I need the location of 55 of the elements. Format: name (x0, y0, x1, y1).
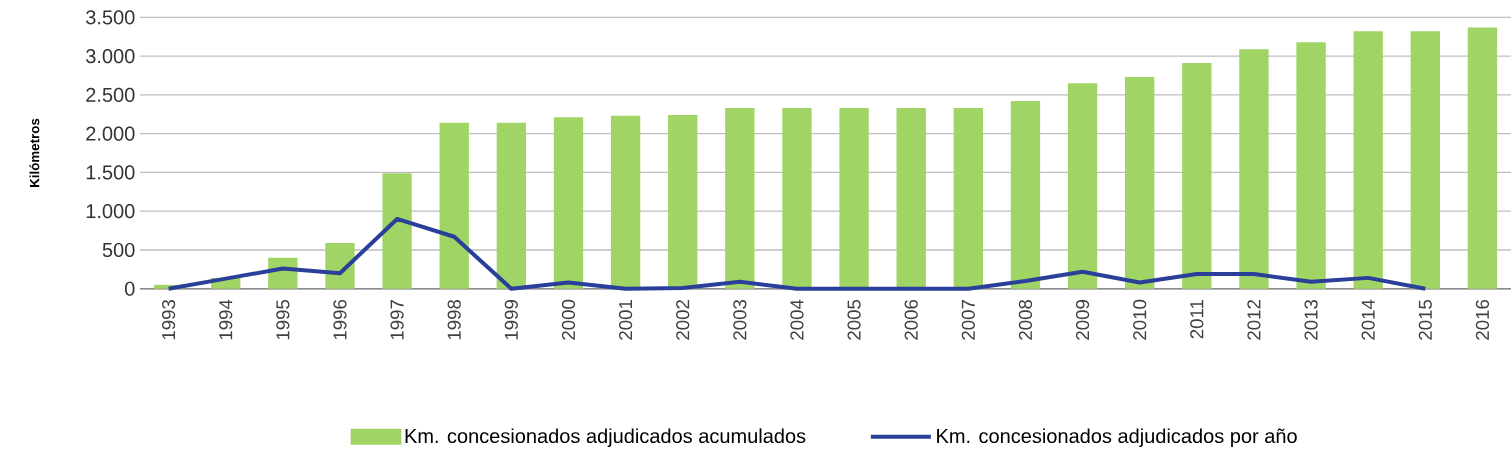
x-tick-label: 2015 (1418, 300, 1432, 340)
y-tick-label: 1.500 (86, 165, 135, 180)
legend-label: Km. concesionados adjudicados acumulados (405, 428, 806, 448)
bar (725, 108, 755, 289)
bar (668, 115, 698, 289)
x-tick-label: 1994 (219, 299, 233, 340)
x-tick-label: 1995 (276, 300, 290, 340)
bar (1182, 63, 1212, 289)
x-tick-label: 1998 (447, 300, 461, 340)
legend-label: Km. concesionados adjudicados por año (937, 428, 1297, 448)
bar (839, 108, 869, 289)
x-tick-label: 2008 (1018, 300, 1033, 340)
y-tick-label: 0 (124, 281, 135, 296)
y-tick-label: 3.000 (86, 49, 135, 64)
x-tick-label: 2010 (1133, 299, 1147, 340)
y-axis-title: Kilómetros (29, 118, 40, 188)
y-tick-label: 2.000 (86, 126, 135, 141)
x-tick-label: 1997 (390, 300, 404, 340)
bar (610, 115, 641, 289)
bar (896, 108, 926, 289)
x-tick-label: 2011 (1190, 300, 1204, 339)
x-tick-label: 2003 (733, 300, 747, 340)
y-tick-label: 1.000 (86, 204, 135, 219)
x-tick-label: 2006 (904, 300, 918, 340)
x-tick-label: 2002 (676, 300, 690, 340)
bar (1296, 42, 1326, 289)
bar (1067, 83, 1098, 289)
x-tick-label: 2000 (561, 299, 576, 340)
x-tick-label: 1996 (333, 300, 347, 340)
bar (1353, 31, 1383, 289)
x-tick-label: 2004 (790, 299, 804, 340)
x-tick-label: 2016 (1475, 300, 1490, 340)
bar (1010, 101, 1041, 289)
bar (782, 108, 812, 289)
x-tick-label: 2005 (847, 300, 861, 340)
bar (1467, 27, 1498, 289)
x-tick-label: 2013 (1304, 300, 1318, 340)
bar (496, 122, 527, 289)
y-tick-label: 2.500 (86, 87, 135, 103)
x-tick-label: 1999 (504, 300, 518, 340)
bar (1125, 77, 1155, 289)
x-tick-label: 2007 (961, 300, 975, 340)
bar (439, 122, 469, 289)
x-tick-label: 2001 (618, 300, 633, 340)
bar (553, 117, 584, 289)
bar (1239, 49, 1269, 289)
y-tick-label: 500 (102, 242, 135, 258)
bar (953, 108, 983, 289)
x-tick-label: 2009 (1075, 300, 1090, 340)
bar (382, 173, 412, 289)
x-tick-label: 2012 (1247, 300, 1261, 340)
x-tick-label: 2014 (1361, 299, 1375, 340)
bar (1410, 31, 1440, 289)
y-tick-label: 3.500 (86, 10, 135, 25)
x-tick-label: 1993 (161, 300, 176, 340)
